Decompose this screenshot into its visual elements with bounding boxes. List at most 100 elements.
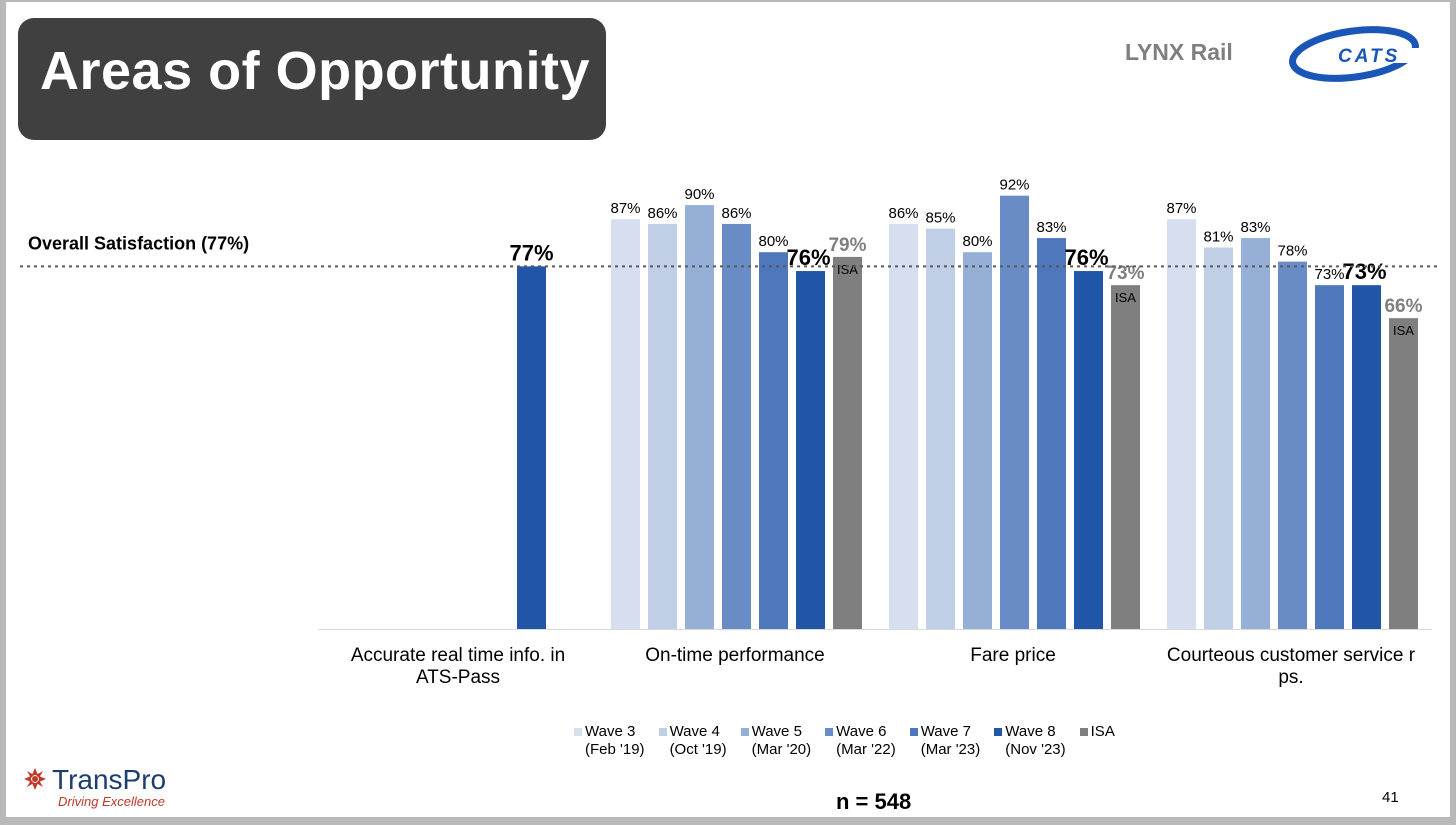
data-label-wave3-cat3: 87% (1166, 200, 1196, 217)
bar-wave8-cat2 (1074, 271, 1103, 629)
bar-wave7-cat3 (1315, 285, 1344, 629)
data-label-wave8-cat1: 76% (786, 245, 830, 270)
bar-wave8-cat1 (796, 271, 825, 629)
data-label-wave6-cat3: 78% (1277, 243, 1307, 260)
data-label-wave7-cat2: 83% (1036, 219, 1066, 236)
isa-tag-cat3: ISA (1393, 323, 1414, 338)
transpro-brand: TransPro (52, 764, 167, 795)
legend-label-wave8: Wave 8 (Nov '23) (1005, 723, 1065, 759)
bar-wave3-cat3 (1167, 219, 1196, 630)
bar-wave5-cat1 (685, 205, 714, 629)
isa-tag-bg-cat1 (833, 260, 862, 277)
category-label-0-line0: Accurate real time info. in (351, 645, 565, 666)
legend-sub-wave6: (Mar '22) (836, 741, 896, 758)
data-label-wave4-cat3: 81% (1203, 228, 1233, 245)
data-label-wave7-cat3: 73% (1314, 266, 1344, 283)
data-label-wave4-cat1: 86% (647, 205, 677, 222)
transpro-logo-icon (24, 768, 46, 790)
page-number: 41 (1382, 789, 1399, 806)
isa-tag-bg-cat2 (1111, 289, 1140, 306)
data-label-wave8-cat3: 73% (1342, 259, 1386, 284)
legend-item-isa: ISA (1079, 723, 1115, 759)
legend-name-wave5: Wave 5 (751, 723, 802, 740)
category-label-3-line1: ps. (1278, 667, 1303, 688)
legend-swatch-wave4 (658, 728, 667, 736)
bar-wave5-cat2 (963, 252, 992, 629)
legend-sub-wave5: (Mar '20) (751, 741, 812, 758)
legend-item-wave4: Wave 4 (Oct '19) (658, 723, 727, 759)
legend-swatch-wave5 (740, 728, 749, 736)
legend-name-isa: ISA (1090, 723, 1115, 740)
legend-label-wave6: Wave 6 (Mar '22) (836, 723, 896, 759)
legend-label-wave4: Wave 4 (Oct '19) (670, 723, 727, 759)
bar-wave6-cat2 (1000, 195, 1029, 629)
legend-swatch-wave8 (994, 728, 1003, 736)
cats-logo-swoosh (1289, 26, 1419, 82)
legend-swatch-wave6 (825, 728, 834, 736)
legend-label-isa: ISA (1091, 723, 1115, 741)
data-label-wave3-cat1: 87% (610, 200, 640, 217)
data-label-isa-cat3: 66% (1384, 296, 1422, 317)
legend-name-wave7: Wave 7 (920, 723, 971, 740)
bar-wave6-cat3 (1278, 261, 1307, 629)
bar-wave3-cat1 (611, 219, 640, 630)
legend-sub-wave4: (Oct '19) (669, 741, 727, 758)
bar-isa-cat1 (833, 256, 862, 629)
bar-wave8-cat0 (517, 266, 546, 629)
legend-swatch-wave3 (574, 728, 582, 736)
bar-wave8-cat3 (1352, 285, 1381, 629)
category-label-0-line1: ATS-Pass (416, 667, 500, 688)
data-label-wave5-cat2: 80% (962, 233, 992, 250)
category-label-2-line0: Fare price (970, 645, 1056, 666)
legend-label-wave5: Wave 5 (Mar '20) (752, 723, 812, 759)
bar-wave4-cat3 (1204, 247, 1233, 630)
cats-logo-text: CATS (1338, 46, 1400, 67)
data-label-wave5-cat1: 90% (684, 186, 714, 203)
bar-wave4-cat2 (926, 228, 955, 629)
legend-item-wave5: Wave 5 (Mar '20) (740, 723, 812, 759)
category-label-3-line0: Courteous customer service r (1167, 645, 1416, 666)
cats-logo: CATS (1289, 26, 1444, 82)
legend-name-wave4: Wave 4 (669, 723, 720, 740)
category-label-1-line0: On-time performance (645, 645, 825, 666)
bar-isa-cat3 (1389, 318, 1418, 629)
data-label-wave4-cat2: 85% (925, 210, 955, 227)
legend-label-wave3: Wave 3 (Feb '19) (585, 723, 645, 759)
bar-wave6-cat1 (722, 223, 751, 629)
legend-sub-wave8: (Nov '23) (1005, 741, 1066, 758)
data-label-wave8-cat0: 77% (509, 240, 553, 265)
legend-sub-wave3: (Feb '19) (585, 741, 645, 758)
reference-line-label: Overall Satisfaction (77%) (28, 233, 249, 253)
bar-wave7-cat1 (759, 252, 788, 629)
legend-item-wave6: Wave 6 (Mar '22) (825, 723, 896, 759)
isa-tag-cat1: ISA (837, 262, 858, 277)
system-name: LYNX Rail (1125, 39, 1233, 65)
isa-tag-bg-cat3 (1389, 322, 1418, 339)
bar-wave5-cat3 (1241, 238, 1270, 629)
transpro-tagline: Driving Excellence (58, 794, 165, 809)
data-label-isa-cat1: 79% (828, 235, 866, 256)
data-label-wave6-cat1: 86% (721, 205, 751, 222)
data-label-wave6-cat2: 92% (999, 177, 1029, 194)
cats-logo-band (1332, 48, 1444, 63)
page-title: Areas of Opportunity (40, 41, 591, 101)
legend-sub-wave7: (Mar '23) (920, 741, 981, 758)
legend-name-wave8: Wave 8 (1005, 723, 1056, 740)
data-label-isa-cat2: 73% (1106, 263, 1144, 284)
data-label-wave5-cat3: 83% (1240, 219, 1270, 236)
bar-wave3-cat2 (889, 223, 918, 629)
bar-wave4-cat1 (648, 223, 677, 629)
bar-wave7-cat2 (1037, 238, 1066, 629)
sample-size: n = 548 (836, 789, 912, 814)
bar-isa-cat2 (1111, 285, 1140, 629)
legend-label-wave7: Wave 7 (Mar '23) (921, 723, 981, 759)
legend-name-wave6: Wave 6 (836, 723, 887, 740)
legend-swatch-isa (1079, 728, 1088, 736)
chart-legend: Wave 3 (Feb '19) Wave 4 (Oct '19) Wave 5 (Mar… (574, 723, 1129, 759)
legend-item-wave8: Wave 8 (Nov '23) (994, 723, 1066, 759)
legend-swatch-wave7 (909, 728, 918, 736)
legend-item-wave3: Wave 3 (Feb '19) (574, 723, 645, 759)
isa-tag-cat2: ISA (1115, 290, 1136, 305)
legend-name-wave3: Wave 3 (585, 723, 636, 740)
